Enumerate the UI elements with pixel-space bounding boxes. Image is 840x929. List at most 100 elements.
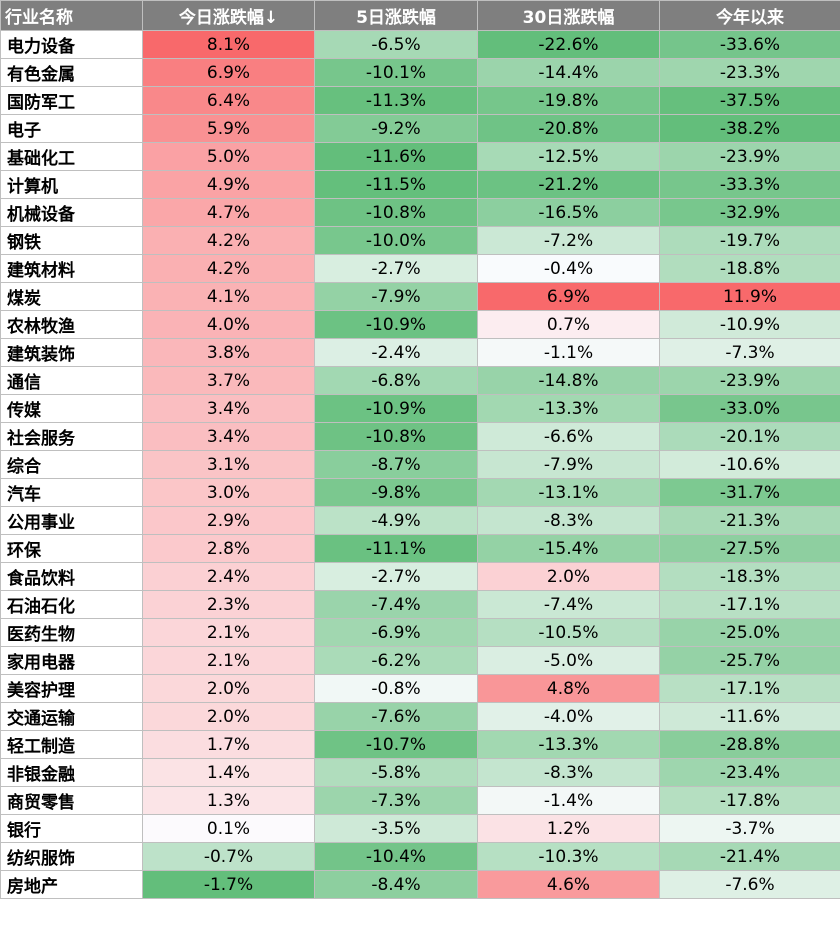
- 30day-change-cell: -6.6%: [478, 423, 660, 451]
- industry-name-cell: 通信: [1, 367, 143, 395]
- table-row: 钢铁 4.2% -10.0% -7.2% -19.7%: [1, 227, 840, 255]
- industry-name-cell: 银行: [1, 815, 143, 843]
- table-row: 纺织服饰 -0.7% -10.4% -10.3% -21.4%: [1, 843, 840, 871]
- 30day-change-cell: -7.2%: [478, 227, 660, 255]
- industry-name-cell: 国防军工: [1, 87, 143, 115]
- 30day-change-cell: -10.3%: [478, 843, 660, 871]
- industry-name-cell: 建筑装饰: [1, 339, 143, 367]
- 30day-change-cell: -8.3%: [478, 507, 660, 535]
- ytd-change-cell: -20.1%: [660, 423, 840, 451]
- table-row: 有色金属 6.9% -10.1% -14.4% -23.3%: [1, 59, 840, 87]
- today-change-cell: 2.1%: [143, 619, 315, 647]
- industry-name-cell: 公用事业: [1, 507, 143, 535]
- 5day-change-cell: -7.6%: [315, 703, 478, 731]
- table-row: 轻工制造 1.7% -10.7% -13.3% -28.8%: [1, 731, 840, 759]
- 30day-change-cell: -19.8%: [478, 87, 660, 115]
- 5day-change-cell: -10.8%: [315, 199, 478, 227]
- industry-name-cell: 食品饮料: [1, 563, 143, 591]
- today-change-cell: 1.4%: [143, 759, 315, 787]
- industry-name-cell: 汽车: [1, 479, 143, 507]
- table-row: 石油石化 2.3% -7.4% -7.4% -17.1%: [1, 591, 840, 619]
- 30day-change-cell: -16.5%: [478, 199, 660, 227]
- today-change-cell: 3.4%: [143, 395, 315, 423]
- ytd-change-cell: -17.1%: [660, 591, 840, 619]
- header-row: 行业名称 今日涨跌幅↓ 5日涨跌幅 30日涨跌幅 今年以来: [1, 1, 840, 31]
- 30day-change-cell: -7.9%: [478, 451, 660, 479]
- 5day-change-cell: -2.7%: [315, 255, 478, 283]
- ytd-change-cell: -33.3%: [660, 171, 840, 199]
- 30day-change-cell: -12.5%: [478, 143, 660, 171]
- header-ytd-change[interactable]: 今年以来: [660, 1, 840, 31]
- ytd-change-cell: -18.3%: [660, 563, 840, 591]
- ytd-change-cell: -7.3%: [660, 339, 840, 367]
- 30day-change-cell: 0.7%: [478, 311, 660, 339]
- table-row: 计算机 4.9% -11.5% -21.2% -33.3%: [1, 171, 840, 199]
- 5day-change-cell: -9.2%: [315, 115, 478, 143]
- today-change-cell: 1.7%: [143, 731, 315, 759]
- ytd-change-cell: -21.4%: [660, 843, 840, 871]
- industry-name-cell: 建筑材料: [1, 255, 143, 283]
- 5day-change-cell: -10.9%: [315, 395, 478, 423]
- 5day-change-cell: -0.8%: [315, 675, 478, 703]
- 5day-change-cell: -7.9%: [315, 283, 478, 311]
- 5day-change-cell: -10.7%: [315, 731, 478, 759]
- industry-name-cell: 轻工制造: [1, 731, 143, 759]
- ytd-change-cell: -11.6%: [660, 703, 840, 731]
- today-change-cell: 0.1%: [143, 815, 315, 843]
- today-change-cell: 4.0%: [143, 311, 315, 339]
- industry-name-cell: 交通运输: [1, 703, 143, 731]
- ytd-change-cell: -23.9%: [660, 367, 840, 395]
- table-row: 通信 3.7% -6.8% -14.8% -23.9%: [1, 367, 840, 395]
- today-change-cell: 2.8%: [143, 535, 315, 563]
- industry-name-cell: 纺织服饰: [1, 843, 143, 871]
- 5day-change-cell: -6.8%: [315, 367, 478, 395]
- 30day-change-cell: 4.6%: [478, 871, 660, 899]
- ytd-change-cell: -10.6%: [660, 451, 840, 479]
- 30day-change-cell: -5.0%: [478, 647, 660, 675]
- table-row: 美容护理 2.0% -0.8% 4.8% -17.1%: [1, 675, 840, 703]
- 5day-change-cell: -5.8%: [315, 759, 478, 787]
- 5day-change-cell: -6.9%: [315, 619, 478, 647]
- industry-name-cell: 石油石化: [1, 591, 143, 619]
- table-row: 环保 2.8% -11.1% -15.4% -27.5%: [1, 535, 840, 563]
- 5day-change-cell: -10.0%: [315, 227, 478, 255]
- 30day-change-cell: -21.2%: [478, 171, 660, 199]
- 5day-change-cell: -11.5%: [315, 171, 478, 199]
- today-change-cell: 5.9%: [143, 115, 315, 143]
- ytd-change-cell: -19.7%: [660, 227, 840, 255]
- table-body: 电力设备 8.1% -6.5% -22.6% -33.6% 有色金属 6.9% -10.1% -…: [1, 31, 840, 899]
- ytd-change-cell: -25.7%: [660, 647, 840, 675]
- 30day-change-cell: -1.4%: [478, 787, 660, 815]
- header-today-change[interactable]: 今日涨跌幅↓: [143, 1, 315, 31]
- today-change-cell: 3.7%: [143, 367, 315, 395]
- header-30day-change[interactable]: 30日涨跌幅: [478, 1, 660, 31]
- today-change-cell: 2.9%: [143, 507, 315, 535]
- 5day-change-cell: -7.3%: [315, 787, 478, 815]
- industry-name-cell: 美容护理: [1, 675, 143, 703]
- table-row: 机械设备 4.7% -10.8% -16.5% -32.9%: [1, 199, 840, 227]
- today-change-cell: 4.9%: [143, 171, 315, 199]
- 5day-change-cell: -10.1%: [315, 59, 478, 87]
- table-row: 建筑装饰 3.8% -2.4% -1.1% -7.3%: [1, 339, 840, 367]
- table-row: 银行 0.1% -3.5% 1.2% -3.7%: [1, 815, 840, 843]
- table-row: 医药生物 2.1% -6.9% -10.5% -25.0%: [1, 619, 840, 647]
- ytd-change-cell: -33.0%: [660, 395, 840, 423]
- 30day-change-cell: 2.0%: [478, 563, 660, 591]
- ytd-change-cell: -28.8%: [660, 731, 840, 759]
- header-5day-change[interactable]: 5日涨跌幅: [315, 1, 478, 31]
- 30day-change-cell: -4.0%: [478, 703, 660, 731]
- 30day-change-cell: -7.4%: [478, 591, 660, 619]
- industry-name-cell: 传媒: [1, 395, 143, 423]
- today-change-cell: 4.2%: [143, 227, 315, 255]
- table-row: 综合 3.1% -8.7% -7.9% -10.6%: [1, 451, 840, 479]
- industry-name-cell: 商贸零售: [1, 787, 143, 815]
- industry-name-cell: 医药生物: [1, 619, 143, 647]
- today-change-cell: 6.9%: [143, 59, 315, 87]
- 30day-change-cell: -10.5%: [478, 619, 660, 647]
- 5day-change-cell: -6.5%: [315, 31, 478, 59]
- table-row: 煤炭 4.1% -7.9% 6.9% 11.9%: [1, 283, 840, 311]
- table-row: 家用电器 2.1% -6.2% -5.0% -25.7%: [1, 647, 840, 675]
- industry-name-cell: 电力设备: [1, 31, 143, 59]
- 5day-change-cell: -10.8%: [315, 423, 478, 451]
- table-row: 传媒 3.4% -10.9% -13.3% -33.0%: [1, 395, 840, 423]
